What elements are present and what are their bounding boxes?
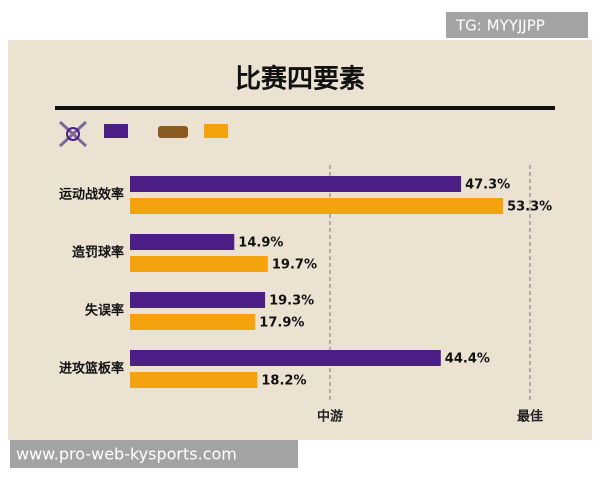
value-label: 44.4% (445, 352, 490, 367)
reference-label: 最佳 (517, 409, 543, 425)
bar (130, 198, 504, 214)
bar (130, 350, 441, 366)
value-label: 19.7% (272, 258, 317, 273)
category-label: 造罚球率 (72, 245, 124, 261)
bar (130, 234, 235, 250)
footer-box (10, 440, 298, 468)
bar (130, 314, 256, 330)
bar (130, 256, 268, 272)
bar (130, 292, 266, 308)
legend-swatch (204, 124, 228, 138)
bar (130, 176, 462, 192)
watermark: TG: MYYJJPP (455, 17, 545, 35)
team-logo (66, 127, 80, 141)
reference-label: 中游 (317, 409, 343, 425)
value-label: 47.3% (465, 178, 510, 193)
value-label: 18.2% (261, 374, 306, 389)
bar (130, 372, 258, 388)
value-label: 19.3% (269, 294, 314, 309)
watermark-box (446, 12, 588, 38)
legend-swatch (104, 124, 128, 138)
team-logo (58, 120, 88, 148)
value-label: 17.9% (259, 316, 304, 331)
chart-title: 比赛四要素 (235, 64, 365, 95)
category-label: 失误率 (85, 303, 124, 319)
footer: www.pro-web-kysports.com (16, 445, 237, 464)
value-label: 53.3% (507, 200, 552, 215)
legend (58, 120, 228, 148)
title-rule (55, 106, 555, 110)
value-label: 14.9% (238, 236, 283, 251)
category-label: 运动战效率 (59, 187, 124, 203)
team-logo (158, 126, 188, 138)
category-label: 进攻篮板率 (59, 361, 124, 377)
